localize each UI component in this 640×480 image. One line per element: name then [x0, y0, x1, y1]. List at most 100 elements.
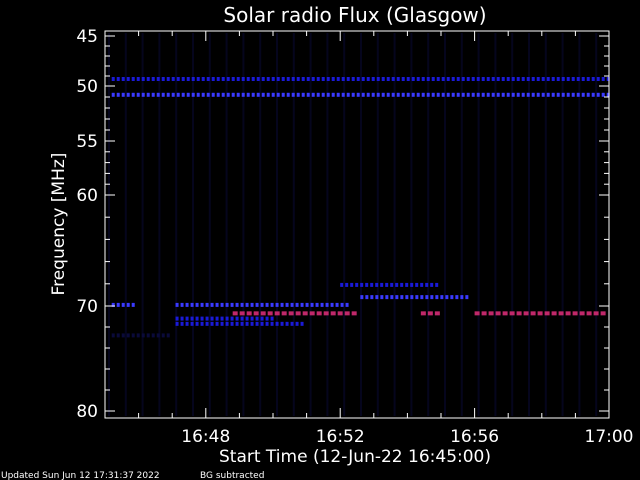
emission-cell [425, 295, 429, 300]
emission-cell [267, 311, 273, 316]
emission-cell [286, 77, 290, 81]
background-noise-column [259, 33, 262, 416]
emission-cell [466, 92, 470, 97]
emission-cell [180, 316, 184, 321]
emission-cell [390, 282, 394, 287]
emission-cell [270, 302, 274, 307]
emission-cell [511, 77, 515, 81]
emission-cell [116, 333, 120, 338]
background-noise-column [141, 33, 144, 416]
emission-cell [380, 295, 384, 300]
emission-cell [136, 333, 140, 338]
emission-cell [281, 92, 285, 97]
emission-cell [502, 311, 508, 316]
emission-cell [316, 311, 322, 316]
y-tick-label: 70 [76, 297, 98, 317]
emission-cell [316, 77, 320, 81]
background-noise-column [477, 33, 480, 416]
emission-cell [436, 92, 440, 97]
spectrogram-bands [108, 33, 610, 416]
x-tick-label: 16:56 [450, 427, 499, 447]
emission-cell [376, 77, 380, 81]
emission-cell [235, 302, 239, 307]
emission-cell [176, 77, 180, 81]
emission-cell [116, 92, 120, 97]
emission-cell [301, 77, 305, 81]
emission-cell [151, 333, 155, 338]
emission-cell [290, 321, 294, 326]
emission-cell [230, 302, 234, 307]
emission-cell [415, 282, 419, 287]
emission-cell [345, 302, 349, 307]
emission-cell [260, 311, 266, 316]
emission-cell [121, 302, 125, 307]
background-noise-column [393, 33, 396, 416]
emission-cell [466, 77, 470, 81]
emission-cell [375, 282, 379, 287]
emission-cell [435, 282, 439, 287]
emission-cell [216, 92, 220, 97]
emission-cell [306, 92, 310, 97]
background-noise-column [427, 33, 430, 416]
emission-cell [239, 311, 245, 316]
emission-cell [426, 92, 430, 97]
emission-cell [255, 316, 259, 321]
y-tick-label: 45 [76, 27, 98, 47]
background-note: BG subtracted [200, 471, 264, 480]
x-axis-label: Start Time (12-Jun-22 16:45:00) [219, 447, 491, 467]
emission-cell [156, 333, 160, 338]
emission-cell [435, 295, 439, 300]
emission-cell [571, 92, 575, 97]
background-noise-column [460, 33, 463, 416]
emission-cell [586, 92, 590, 97]
emission-cell [330, 302, 334, 307]
emission-cell [226, 92, 230, 97]
emission-cell [581, 92, 585, 97]
emission-cell [536, 92, 540, 97]
emission-cell [296, 92, 300, 97]
emission-cell [530, 311, 536, 316]
emission-cell [356, 77, 360, 81]
emission-cell [176, 92, 180, 97]
emission-cell [456, 77, 460, 81]
emission-cell [566, 92, 570, 97]
emission-cell [420, 282, 424, 287]
background-noise-column [242, 33, 245, 416]
emission-cell [280, 302, 284, 307]
emission-cell [141, 77, 145, 81]
emission-cell [481, 77, 485, 81]
emission-cell [355, 282, 359, 287]
emission-cell [410, 295, 414, 300]
emission-cell [240, 302, 244, 307]
emission-cell [231, 77, 235, 81]
emission-cell [391, 77, 395, 81]
emission-cell [146, 333, 150, 338]
emission-cell [521, 92, 525, 97]
emission-cell [356, 92, 360, 97]
emission-cell [366, 92, 370, 97]
emission-cell [566, 77, 570, 81]
emission-cell [195, 321, 199, 326]
emission-cell [236, 92, 240, 97]
emission-cell [565, 311, 571, 316]
emission-cell [255, 302, 259, 307]
emission-cell [195, 316, 199, 321]
emission-cell [111, 77, 115, 81]
emission-cell [290, 302, 294, 307]
emission-cell [351, 311, 357, 316]
emission-cell [141, 333, 145, 338]
emission-cell [451, 77, 455, 81]
emission-cell [265, 302, 269, 307]
emission-cell [586, 311, 592, 316]
emission-cell [196, 77, 200, 81]
emission-cell [406, 77, 410, 81]
emission-cell [521, 77, 525, 81]
emission-cell [195, 302, 199, 307]
emission-cell [572, 311, 578, 316]
emission-cell [401, 77, 405, 81]
emission-cell [491, 92, 495, 97]
emission-cell [186, 92, 190, 97]
emission-cell [350, 282, 354, 287]
y-tick-label: 50 [76, 77, 98, 97]
emission-cell [275, 321, 279, 326]
